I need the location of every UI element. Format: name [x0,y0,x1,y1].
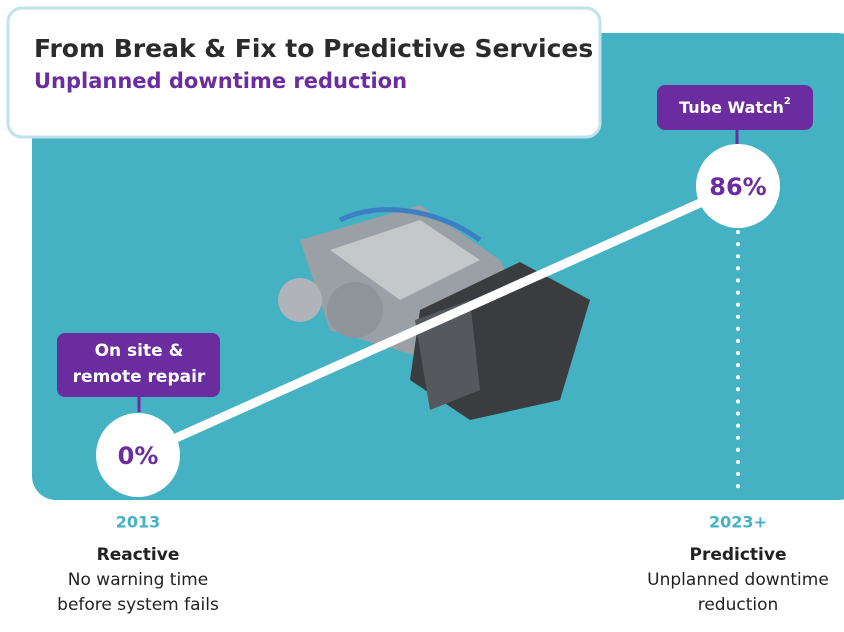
year: 2013 [116,513,161,532]
description: before system fails [57,595,219,615]
stage: Reactive [97,545,180,565]
description: No warning time [68,570,208,590]
subtitle: Unplanned downtime reduction [34,69,407,93]
infographic: From Break & Fix to Predictive Services … [0,0,844,628]
badge-text: remote repair [73,367,206,387]
description: Unplanned downtime [647,570,829,590]
year: 2023+ [709,513,767,532]
badge-text: Tube Watch [679,98,784,117]
title: From Break & Fix to Predictive Services [34,34,593,63]
value: 86% [709,173,766,201]
badge-sup: 2 [784,96,791,107]
value: 0% [118,442,159,470]
badge-text: On site & [95,341,184,361]
badge-text: Tube Watch2 [679,96,791,117]
stage: Predictive [689,545,786,565]
description: reduction [698,595,779,615]
